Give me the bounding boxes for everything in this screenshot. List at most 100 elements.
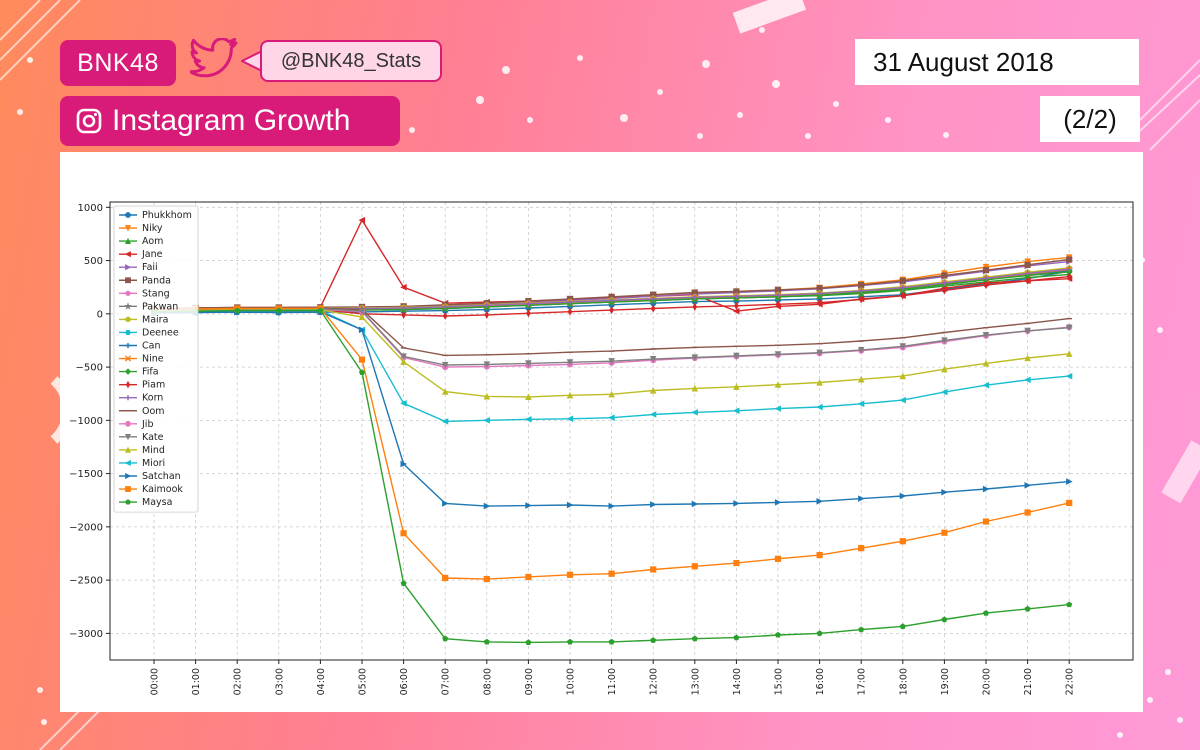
data-point bbox=[774, 631, 782, 638]
twitter-handle: @BNK48_Stats bbox=[260, 40, 442, 82]
data-point bbox=[401, 310, 406, 319]
x-tick-label: 09:00 bbox=[524, 668, 535, 695]
x-tick-label: 13:00 bbox=[690, 668, 701, 695]
data-point bbox=[125, 486, 131, 492]
data-point bbox=[982, 381, 990, 389]
data-point bbox=[524, 415, 532, 423]
data-point bbox=[124, 459, 131, 467]
data-point bbox=[124, 368, 132, 375]
data-point bbox=[650, 304, 656, 313]
data-point bbox=[525, 573, 532, 581]
data-point bbox=[732, 407, 740, 415]
data-point bbox=[125, 316, 131, 323]
data-point bbox=[899, 492, 907, 500]
grid-lines bbox=[110, 202, 1133, 660]
data-point bbox=[941, 365, 948, 373]
x-tick-label: 20:00 bbox=[982, 668, 993, 695]
data-point bbox=[234, 307, 241, 314]
data-point bbox=[125, 420, 131, 427]
data-point bbox=[691, 563, 698, 570]
data-point bbox=[566, 359, 574, 366]
legend-entry: Piam bbox=[142, 380, 165, 391]
data-point bbox=[941, 272, 948, 279]
data-point bbox=[358, 216, 366, 224]
data-point bbox=[125, 472, 132, 480]
data-point bbox=[733, 383, 740, 390]
data-point bbox=[858, 545, 865, 552]
data-point bbox=[124, 225, 132, 232]
y-tick-label: −2000 bbox=[69, 522, 103, 533]
data-point bbox=[608, 414, 615, 421]
data-point bbox=[358, 313, 366, 321]
data-point bbox=[400, 460, 408, 468]
data-point bbox=[567, 307, 573, 316]
data-point bbox=[125, 264, 132, 271]
data-point bbox=[1065, 372, 1073, 380]
instagram-icon bbox=[76, 108, 102, 134]
y-tick-label: 1000 bbox=[78, 203, 103, 214]
data-point bbox=[816, 551, 823, 559]
data-point bbox=[650, 637, 657, 643]
data-point bbox=[941, 616, 948, 623]
data-point bbox=[857, 375, 865, 383]
date-label: 31 August 2018 bbox=[855, 39, 1139, 85]
legend-entry: Niky bbox=[142, 223, 163, 234]
data-point bbox=[124, 433, 132, 441]
data-point bbox=[900, 291, 906, 300]
x-tick-label: 10:00 bbox=[566, 668, 577, 695]
data-point bbox=[691, 500, 699, 508]
data-point bbox=[691, 409, 698, 416]
x-tick-label: 11:00 bbox=[607, 668, 618, 695]
y-tick-label: −1500 bbox=[69, 469, 103, 480]
legend-entry: Maysa bbox=[142, 497, 172, 508]
data-point bbox=[817, 298, 822, 307]
data-point bbox=[1066, 272, 1072, 281]
data-point bbox=[125, 290, 131, 296]
legend-entry: Fifa bbox=[142, 367, 159, 378]
y-tick-label: −3000 bbox=[69, 629, 103, 640]
y-tick-label: −2500 bbox=[69, 576, 103, 587]
data-point bbox=[608, 638, 615, 645]
data-point bbox=[650, 566, 657, 573]
data-point bbox=[899, 277, 906, 284]
data-point bbox=[442, 635, 449, 642]
data-point bbox=[816, 379, 823, 386]
legend-entry: Kaimook bbox=[142, 484, 183, 495]
data-point bbox=[774, 381, 782, 388]
data-point bbox=[566, 501, 574, 509]
data-point bbox=[400, 358, 407, 365]
data-point bbox=[441, 418, 449, 425]
data-point bbox=[1024, 482, 1032, 489]
y-tick-label: −1000 bbox=[69, 416, 103, 427]
data-point bbox=[816, 498, 824, 505]
legend-entry: Pakwan bbox=[142, 301, 178, 312]
data-point bbox=[124, 302, 132, 310]
x-tick-label: 00:00 bbox=[150, 668, 161, 695]
y-tick-label: −500 bbox=[76, 363, 103, 374]
data-point bbox=[124, 251, 131, 258]
data-point bbox=[649, 356, 657, 363]
data-point bbox=[982, 518, 990, 525]
data-point bbox=[566, 571, 574, 578]
legend: Phukkhom Niky Aom Jane Faii Panda Stang Pakwan M… bbox=[113, 205, 199, 513]
chart-card: 1000 500 0 −500 −1000 −1500 −2000 −2500 −3000 00:… bbox=[60, 152, 1143, 712]
data-point bbox=[691, 384, 699, 392]
data-point bbox=[1024, 376, 1031, 384]
data-point bbox=[774, 405, 782, 412]
data-point bbox=[1065, 350, 1073, 357]
data-point bbox=[525, 393, 532, 401]
data-point bbox=[899, 538, 906, 545]
x-tick-label: 19:00 bbox=[940, 668, 951, 695]
data-point bbox=[275, 307, 282, 314]
data-point bbox=[442, 574, 449, 582]
data-point bbox=[125, 212, 131, 218]
data-point bbox=[940, 388, 948, 396]
x-tick-label: 01:00 bbox=[191, 668, 202, 695]
legend-entry: Oom bbox=[142, 406, 165, 417]
data-point bbox=[483, 575, 490, 583]
data-point bbox=[1024, 261, 1031, 268]
x-tick-label: 14:00 bbox=[732, 668, 743, 695]
data-point bbox=[774, 499, 782, 506]
legend-entry: Korn bbox=[142, 393, 163, 404]
legend-box bbox=[113, 205, 199, 513]
